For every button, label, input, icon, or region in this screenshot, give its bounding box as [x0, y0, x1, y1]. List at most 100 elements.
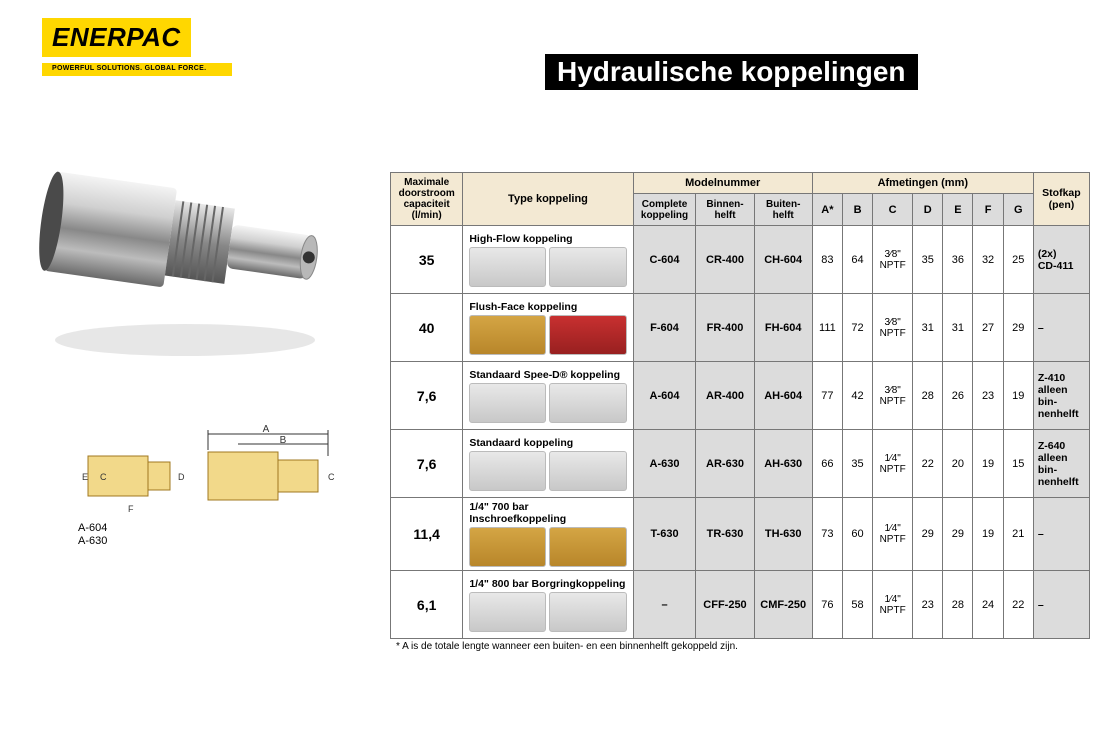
svg-text:F: F	[128, 504, 134, 514]
cell-model-outer: AH-604	[754, 362, 812, 430]
cell-E: 36	[943, 226, 973, 294]
cell-B: 60	[842, 498, 872, 571]
cell-stofkap: (2x)CD-411	[1033, 226, 1089, 294]
svg-text:C: C	[100, 472, 107, 482]
cell-model-inner: CFF-250	[696, 571, 754, 639]
cell-B: 64	[842, 226, 872, 294]
cell-E: 31	[943, 294, 973, 362]
cell-model-outer: CMF-250	[754, 571, 812, 639]
cell-model-complete: T-630	[633, 498, 696, 571]
dimension-diagram: A B E C D C F	[78, 416, 338, 526]
th-F: F	[973, 194, 1003, 226]
cell-F: 23	[973, 362, 1003, 430]
th-capacity: Maximale doorstroom capaciteit (l/min)	[391, 173, 463, 226]
cell-A: 77	[812, 362, 842, 430]
cell-capacity: 40	[391, 294, 463, 362]
cell-stofkap: Z-410alleen bin-nenhelft	[1033, 362, 1089, 430]
spec-table: Maximale doorstroom capaciteit (l/min) T…	[390, 172, 1090, 639]
cell-G: 19	[1003, 362, 1033, 430]
table-row: 11,41/4" 700 bar InschroefkoppelingT-630…	[391, 498, 1090, 571]
th-B: B	[842, 194, 872, 226]
cell-model-complete: A-630	[633, 430, 696, 498]
cell-A: 111	[812, 294, 842, 362]
svg-text:A: A	[263, 424, 270, 435]
diagram-label-2: A-630	[78, 535, 107, 547]
cell-F: 27	[973, 294, 1003, 362]
cell-G: 21	[1003, 498, 1033, 571]
th-model: Modelnummer	[633, 173, 812, 194]
cell-type: Standaard koppeling	[463, 430, 633, 498]
svg-text:B: B	[280, 435, 287, 446]
cell-model-inner: AR-630	[696, 430, 754, 498]
spec-table-wrap: Maximale doorstroom capaciteit (l/min) T…	[390, 172, 1090, 652]
cell-C: 1⁄4"NPTF	[873, 498, 913, 571]
cell-F: 32	[973, 226, 1003, 294]
cell-C: 3⁄8"NPTF	[873, 294, 913, 362]
cell-B: 42	[842, 362, 872, 430]
table-row: 35High-Flow koppelingC-604CR-400CH-60483…	[391, 226, 1090, 294]
cell-E: 28	[943, 571, 973, 639]
cell-D: 35	[913, 226, 943, 294]
svg-text:E: E	[82, 472, 88, 482]
brand-logo: ENERPAC POWERFUL SOLUTIONS. GLOBAL FORCE…	[42, 18, 232, 76]
cell-capacity: 6,1	[391, 571, 463, 639]
table-row: 7,6Standaard koppelingA-630AR-630AH-6306…	[391, 430, 1090, 498]
cell-G: 29	[1003, 294, 1033, 362]
cell-model-outer: TH-630	[754, 498, 812, 571]
th-type: Type koppeling	[463, 173, 633, 226]
th-dim: Afmetingen (mm)	[812, 173, 1033, 194]
cell-model-complete: C-604	[633, 226, 696, 294]
cell-capacity: 35	[391, 226, 463, 294]
th-D: D	[913, 194, 943, 226]
page-title: Hydraulische koppelingen	[545, 54, 918, 90]
cell-A: 66	[812, 430, 842, 498]
cell-B: 58	[842, 571, 872, 639]
brand-tagline: POWERFUL SOLUTIONS. GLOBAL FORCE.	[42, 63, 232, 76]
cell-E: 26	[943, 362, 973, 430]
cell-D: 31	[913, 294, 943, 362]
cell-G: 25	[1003, 226, 1033, 294]
svg-text:C: C	[328, 472, 335, 482]
diagram-labels: A-604 A-630	[78, 522, 107, 548]
th-C: C	[873, 194, 913, 226]
cell-stofkap: Z-640alleen bin-nenhelft	[1033, 430, 1089, 498]
cell-capacity: 7,6	[391, 362, 463, 430]
cell-C: 1⁄4"NPTF	[873, 571, 913, 639]
cell-model-outer: AH-630	[754, 430, 812, 498]
cell-D: 28	[913, 362, 943, 430]
cell-C: 3⁄8"NPTF	[873, 362, 913, 430]
cell-model-outer: CH-604	[754, 226, 812, 294]
cell-G: 22	[1003, 571, 1033, 639]
cell-C: 1⁄4"NPTF	[873, 430, 913, 498]
th-complete: Complete koppeling	[633, 194, 696, 226]
cell-F: 19	[973, 498, 1003, 571]
table-row: 7,6Standaard Spee-D® koppelingA-604AR-40…	[391, 362, 1090, 430]
table-footnote: * A is de totale lengte wanneer een buit…	[390, 641, 1090, 652]
cell-stofkap: –	[1033, 571, 1089, 639]
cell-G: 15	[1003, 430, 1033, 498]
cell-capacity: 7,6	[391, 430, 463, 498]
cell-model-complete: –	[633, 571, 696, 639]
cell-A: 83	[812, 226, 842, 294]
cell-model-inner: CR-400	[696, 226, 754, 294]
cell-F: 19	[973, 430, 1003, 498]
cell-B: 72	[842, 294, 872, 362]
diagram-label-1: A-604	[78, 522, 107, 534]
cell-model-complete: F-604	[633, 294, 696, 362]
cell-E: 29	[943, 498, 973, 571]
cell-B: 35	[842, 430, 872, 498]
cell-model-inner: FR-400	[696, 294, 754, 362]
table-row: 6,11/4" 800 bar Borgringkoppeling–CFF-25…	[391, 571, 1090, 639]
brand-name: ENERPAC	[42, 18, 191, 57]
cell-model-complete: A-604	[633, 362, 696, 430]
cell-E: 20	[943, 430, 973, 498]
cell-model-inner: TR-630	[696, 498, 754, 571]
cell-type: High-Flow koppeling	[463, 226, 633, 294]
cell-D: 29	[913, 498, 943, 571]
cell-D: 22	[913, 430, 943, 498]
cell-model-outer: FH-604	[754, 294, 812, 362]
th-outer: Buiten-helft	[754, 194, 812, 226]
th-stof: Stofkap (pen)	[1033, 173, 1089, 226]
th-E: E	[943, 194, 973, 226]
cell-D: 23	[913, 571, 943, 639]
